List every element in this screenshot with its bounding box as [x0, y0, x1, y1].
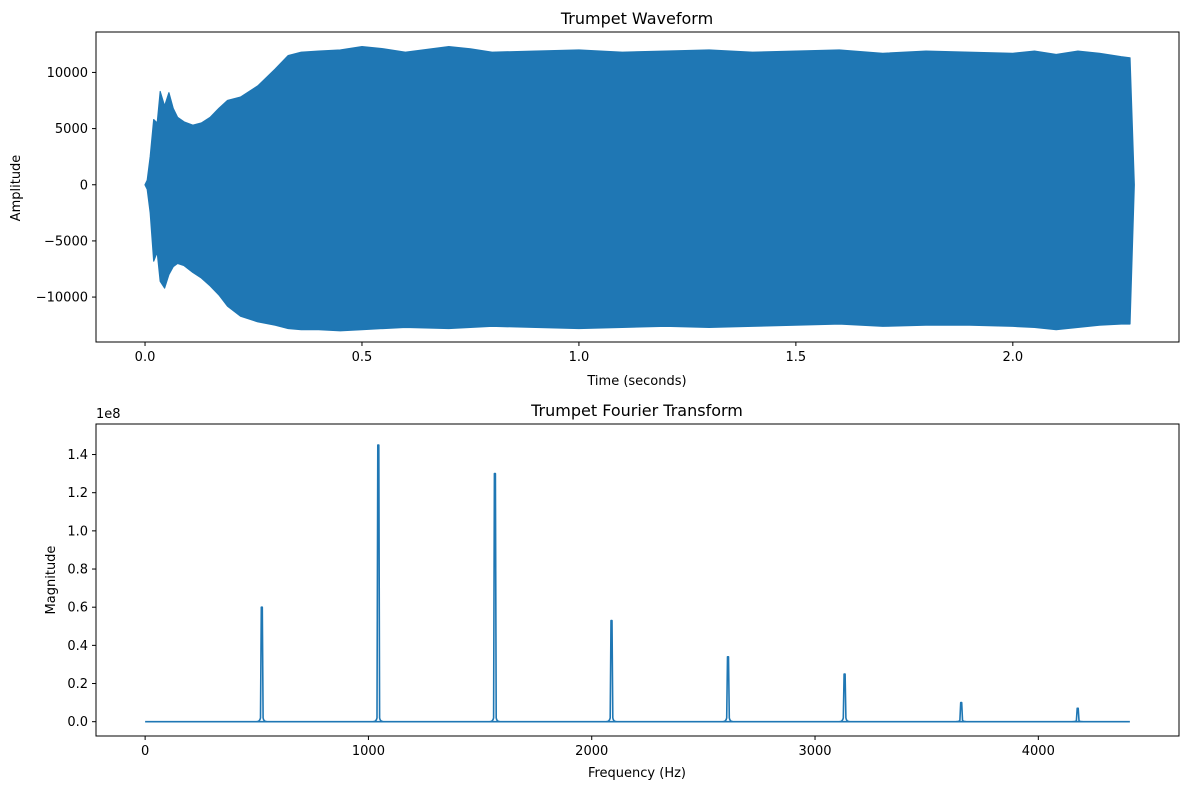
fourier-axes: Trumpet Fourier Transform 0 1000 2000 3000 4…: [44, 401, 1180, 781]
fourier-x-label: Frequency (Hz): [588, 766, 686, 781]
y-tick-label: 0.4: [67, 639, 88, 654]
fourier-peak: [1072, 707, 1083, 723]
x-tick-label: 4000: [1022, 744, 1055, 759]
fourier-x-ticks: 0 1000 2000 3000 4000: [141, 736, 1055, 759]
waveform-y-label: Amplitude: [9, 155, 24, 222]
fourier-y-label: Magnitude: [44, 546, 59, 615]
x-tick-label: 0.5: [352, 350, 373, 365]
waveform-x-label: Time (seconds): [586, 374, 686, 389]
x-tick-label: 3000: [798, 744, 831, 759]
fourier-peak: [373, 444, 384, 723]
waveform-frame: [95, 31, 1180, 343]
y-tick-label: 0.0: [67, 715, 88, 730]
fourier-peak: [489, 472, 500, 723]
y-tick-label: −5000: [44, 234, 88, 249]
x-tick-label: 1.0: [569, 350, 590, 365]
waveform-plot-area: [144, 46, 1135, 332]
fourier-frame: [95, 423, 1180, 737]
waveform-x-ticks: 0.0 0.5 1.0 1.5 2.0: [135, 342, 1023, 365]
fourier-plot-area: [145, 444, 1130, 723]
x-tick-label: 1000: [352, 744, 385, 759]
y-tick-label: 0.8: [67, 563, 88, 578]
fourier-offset-label: 1e8: [96, 407, 121, 422]
waveform-title: Trumpet Waveform: [560, 9, 713, 28]
fourier-y-ticks: 0.0 0.2 0.4 0.6 0.8 1.0 1.2 1.4: [67, 448, 96, 730]
fourier-peak: [256, 606, 267, 723]
waveform-axes: Trumpet Waveform 0.0 0.5 1.0 1.5 2.0 −10000−…: [9, 9, 1180, 389]
y-tick-label: 1.0: [67, 524, 88, 539]
x-tick-label: 0: [141, 744, 149, 759]
fourier-peak: [956, 701, 967, 723]
waveform-y-ticks: −10000 −5000 0 5000 10000: [36, 66, 96, 306]
x-tick-label: 2.0: [1002, 350, 1023, 365]
y-tick-label: 1.2: [67, 486, 88, 501]
fourier-peak: [722, 656, 733, 723]
fourier-peak: [606, 619, 617, 723]
fourier-peak: [839, 673, 850, 723]
y-tick-label: 10000: [47, 66, 88, 81]
y-tick-label: 0.2: [67, 677, 88, 692]
x-tick-label: 0.0: [135, 350, 156, 365]
y-tick-label: 5000: [55, 122, 88, 137]
fourier-title: Trumpet Fourier Transform: [530, 401, 743, 420]
x-tick-label: 2000: [575, 744, 608, 759]
y-tick-label: 0.6: [67, 601, 88, 616]
y-tick-label: 1.4: [67, 448, 88, 463]
waveform-series: [144, 46, 1135, 332]
y-tick-label: −10000: [36, 291, 88, 306]
x-tick-label: 1.5: [786, 350, 807, 365]
y-tick-label: 0: [80, 178, 88, 193]
